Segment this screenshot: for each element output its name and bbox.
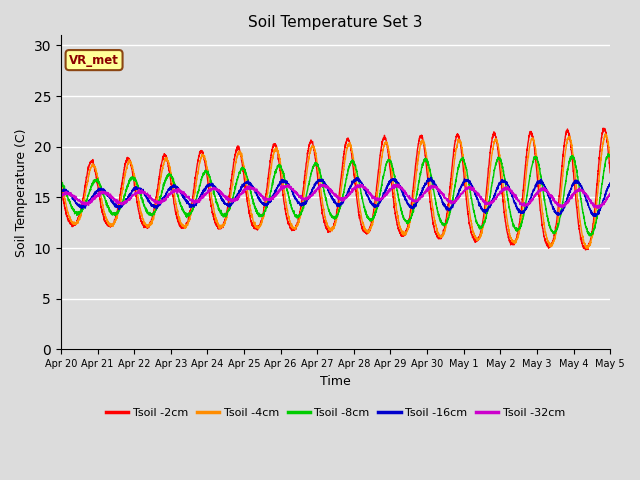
Tsoil -2cm <box>599 125 607 131</box>
Tsoil -4cm <box>399 230 406 236</box>
Tsoil -32cm <box>399 187 406 192</box>
Tsoil -4cm <box>554 217 562 223</box>
Tsoil -16cm <box>399 189 406 195</box>
Line: Tsoil -2cm: Tsoil -2cm <box>61 128 610 250</box>
Tsoil -8cm <box>606 153 614 158</box>
Tsoil -4cm <box>175 214 182 219</box>
Tsoil -8cm <box>175 195 182 201</box>
Tsoil -32cm <box>606 191 614 196</box>
Tsoil -2cm <box>399 232 406 238</box>
Tsoil -2cm <box>582 247 589 253</box>
Tsoil -16cm <box>427 174 435 180</box>
Tsoil -16cm <box>389 176 397 181</box>
Tsoil -4cm <box>389 178 397 184</box>
Tsoil -4cm <box>602 131 609 137</box>
Tsoil -2cm <box>175 220 182 226</box>
Tsoil -4cm <box>606 156 614 162</box>
Tsoil -8cm <box>211 192 218 197</box>
Tsoil -32cm <box>211 186 218 192</box>
Tsoil -16cm <box>592 214 600 219</box>
Tsoil -8cm <box>606 153 614 159</box>
Tsoil -16cm <box>606 180 614 186</box>
Tsoil -2cm <box>211 217 218 223</box>
Tsoil -2cm <box>57 182 65 188</box>
Tsoil -16cm <box>175 187 182 192</box>
Line: Tsoil -4cm: Tsoil -4cm <box>61 134 610 248</box>
Tsoil -16cm <box>211 184 218 190</box>
Tsoil -2cm <box>389 194 397 200</box>
Tsoil -8cm <box>389 168 397 174</box>
Tsoil -32cm <box>394 181 401 187</box>
X-axis label: Time: Time <box>320 374 351 388</box>
Tsoil -2cm <box>554 207 562 213</box>
Tsoil -4cm <box>57 176 65 182</box>
Line: Tsoil -8cm: Tsoil -8cm <box>61 154 610 236</box>
Line: Tsoil -16cm: Tsoil -16cm <box>61 177 610 216</box>
Tsoil -32cm <box>595 205 602 211</box>
Tsoil -8cm <box>588 233 595 239</box>
Tsoil -4cm <box>584 245 592 251</box>
Tsoil -8cm <box>554 221 562 227</box>
Tsoil -32cm <box>57 193 65 199</box>
Text: VR_met: VR_met <box>69 54 119 67</box>
Legend: Tsoil -2cm, Tsoil -4cm, Tsoil -8cm, Tsoil -16cm, Tsoil -32cm: Tsoil -2cm, Tsoil -4cm, Tsoil -8cm, Tsoi… <box>102 403 570 422</box>
Tsoil -4cm <box>211 209 218 215</box>
Tsoil -8cm <box>604 151 612 157</box>
Tsoil -32cm <box>554 203 562 208</box>
Tsoil -4cm <box>606 153 614 158</box>
Tsoil -32cm <box>175 186 182 192</box>
Y-axis label: Soil Temperature (C): Soil Temperature (C) <box>15 128 28 257</box>
Tsoil -16cm <box>606 180 614 186</box>
Tsoil -2cm <box>606 168 614 173</box>
Tsoil -16cm <box>554 210 562 216</box>
Title: Soil Temperature Set 3: Soil Temperature Set 3 <box>248 15 423 30</box>
Tsoil -2cm <box>606 170 614 176</box>
Line: Tsoil -32cm: Tsoil -32cm <box>61 184 610 208</box>
Tsoil -32cm <box>389 185 397 191</box>
Tsoil -16cm <box>57 189 65 195</box>
Tsoil -32cm <box>606 192 614 198</box>
Tsoil -8cm <box>57 180 65 185</box>
Tsoil -8cm <box>399 212 406 218</box>
